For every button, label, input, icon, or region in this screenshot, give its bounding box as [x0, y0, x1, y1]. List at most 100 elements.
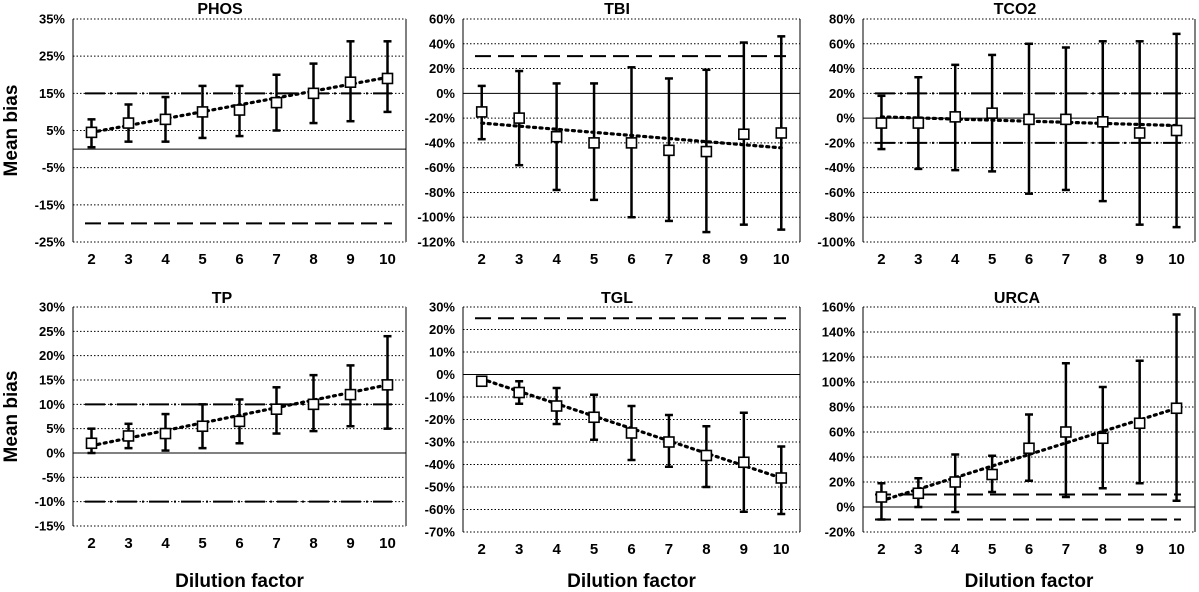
x-tick-label: 9	[740, 251, 748, 268]
y-tick-label: 15%	[39, 373, 65, 388]
y-tick-label: 100%	[822, 375, 856, 390]
data-point	[1060, 113, 1072, 126]
data-point	[196, 420, 209, 433]
panel-title: PHOS	[197, 1, 243, 18]
x-tick-label: 3	[515, 251, 523, 268]
data-point	[588, 137, 600, 149]
x-tick-label: 3	[914, 541, 922, 558]
y-tick-label: 20%	[429, 61, 455, 76]
x-axis-title: Dilution factor	[175, 571, 304, 592]
y-tick-label: 80%	[829, 400, 855, 415]
x-tick-label: 6	[627, 541, 635, 558]
data-point	[1096, 116, 1109, 128]
y-tick-label: -60%	[425, 502, 456, 517]
data-point	[625, 427, 638, 439]
data-point	[875, 491, 888, 503]
data-point	[159, 427, 172, 440]
y-tick-label: -15%	[35, 197, 66, 212]
x-tick-label: 9	[740, 541, 748, 558]
x-tick-label: 7	[1062, 251, 1070, 268]
panel-tco2: TCO2 -100% -80% -60% -40% -20% 0% 20% 40% 60% 80% 2…	[817, 1, 1196, 268]
x-tick-label: 5	[198, 251, 206, 268]
x-tick-label: 6	[1025, 251, 1033, 268]
y-axis-title: Mean bias	[1, 371, 22, 463]
y-tick-label: -30%	[425, 435, 456, 450]
panel-tp: TP -15% -10% -5% 0% 5% 10% 15% 20% 25% 30% 2 3 4 5 6 7 8 9…	[1, 290, 407, 592]
data-point	[85, 437, 98, 450]
x-tick-label: 3	[124, 535, 132, 552]
y-tick-label: 30%	[39, 300, 65, 315]
y-tick-label: 140%	[822, 325, 856, 340]
y-tick-label: -10%	[425, 390, 456, 405]
data-point	[344, 76, 357, 88]
data-point	[775, 127, 788, 139]
x-tick-label: 7	[665, 251, 673, 268]
y-tick-label: -40%	[825, 160, 856, 175]
y-tick-label: -20%	[825, 135, 856, 150]
y-tick-label: 20%	[829, 86, 855, 101]
data-point	[775, 472, 788, 484]
x-tick-label: 10	[1168, 541, 1185, 558]
x-tick-label: 2	[478, 541, 486, 558]
panel-phos: PHOS -25% -15% -5% 5% 15% 25% 35% 2 3 4 5 6 7 8 9 10 Mean…	[1, 1, 407, 268]
panel-tbi: TBI -120% -100% -80% -60% -40% -20% 0% 20% 40% 60%…	[417, 1, 801, 268]
data-point	[550, 400, 563, 412]
data-point	[381, 379, 394, 391]
y-tick-label: -60%	[425, 160, 456, 175]
y-tick-label: -100%	[817, 235, 855, 250]
y-tick-label: 25%	[39, 49, 65, 64]
x-tick-label: 7	[272, 535, 280, 552]
x-tick-label: 9	[1135, 541, 1143, 558]
data-point	[700, 449, 713, 462]
x-tick-label: 6	[235, 535, 243, 552]
x-tick-label: 7	[1062, 541, 1070, 558]
data-point	[122, 117, 135, 129]
y-tick-label: -40%	[425, 135, 456, 150]
data-point	[875, 117, 888, 129]
data-point	[513, 386, 525, 399]
data-point	[122, 430, 135, 442]
x-tick-label: 8	[702, 541, 710, 558]
y-tick-label: 120%	[822, 350, 856, 365]
x-tick-label: 9	[1135, 251, 1143, 268]
y-tick-label: 15%	[39, 86, 65, 101]
y-tick-label: -80%	[425, 185, 456, 200]
x-tick-label: 3	[515, 541, 523, 558]
x-tick-label: 9	[346, 251, 354, 268]
y-tick-label: 30%	[429, 300, 455, 315]
y-tick-label: 25%	[39, 324, 65, 339]
y-tick-label: -25%	[35, 235, 66, 250]
data-point	[381, 72, 394, 85]
x-tick-label: 8	[1099, 251, 1107, 268]
x-tick-label: 2	[877, 541, 885, 558]
x-tick-label: 8	[309, 251, 317, 268]
y-tick-label: 20%	[39, 348, 65, 363]
data-point	[1133, 127, 1146, 139]
y-tick-label: 5%	[46, 123, 65, 138]
x-tick-label: 6	[1025, 541, 1033, 558]
x-tick-label: 4	[552, 251, 561, 268]
y-tick-label: 0%	[436, 86, 455, 101]
x-axis-title: Dilution factor	[965, 571, 1094, 592]
y-axis-title: Mean bias	[1, 85, 22, 177]
panel-urca: URCA -20% 0% 20% 40% 60% 80% 100% 120% 140% 160% 2 3…	[822, 290, 1196, 592]
panel-title: TCO2	[994, 1, 1037, 18]
x-tick-label: 9	[346, 535, 354, 552]
y-tick-label: 0%	[836, 111, 855, 126]
x-tick-label: 10	[379, 535, 396, 552]
y-tick-label: 60%	[429, 12, 455, 27]
data-point	[949, 476, 962, 488]
y-tick-label: 60%	[829, 36, 855, 51]
x-tick-label: 3	[124, 251, 132, 268]
y-tick-label: 40%	[829, 450, 855, 465]
x-tick-label: 5	[198, 535, 206, 552]
y-tick-label: 0%	[46, 446, 65, 461]
y-tick-label: -40%	[425, 457, 456, 472]
data-point	[196, 106, 209, 118]
y-tick-label: 0%	[436, 367, 455, 382]
y-tick-label: -15%	[35, 519, 66, 534]
x-tick-label: 2	[87, 535, 95, 552]
data-point	[1023, 442, 1035, 455]
data-point	[986, 468, 998, 481]
y-tick-label: 80%	[829, 12, 855, 27]
